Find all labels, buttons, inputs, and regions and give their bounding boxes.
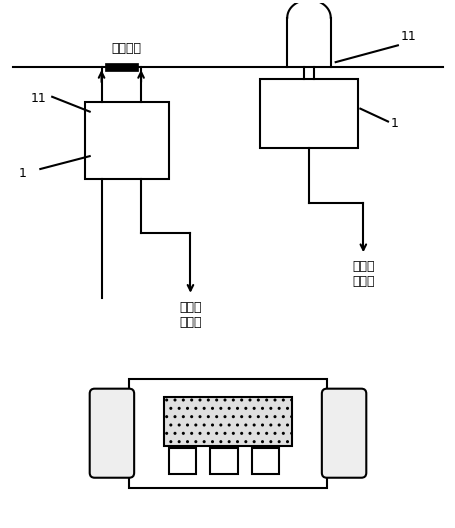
Bar <box>163 397 292 446</box>
Text: 1: 1 <box>390 117 398 130</box>
Text: 1: 1 <box>19 167 26 181</box>
Bar <box>104 63 138 71</box>
Text: 电流无
线传输: 电流无 线传输 <box>351 260 374 288</box>
Text: 11: 11 <box>30 92 46 105</box>
Bar <box>129 379 326 488</box>
Bar <box>85 102 168 179</box>
Text: 电压无
线传输: 电压无 线传输 <box>179 300 201 328</box>
Bar <box>168 448 196 474</box>
Text: 11: 11 <box>400 30 416 43</box>
Bar <box>259 79 358 148</box>
FancyBboxPatch shape <box>321 389 365 478</box>
Bar <box>251 448 279 474</box>
Text: 电缆接头: 电缆接头 <box>111 42 141 55</box>
Bar <box>210 448 238 474</box>
FancyBboxPatch shape <box>90 389 134 478</box>
